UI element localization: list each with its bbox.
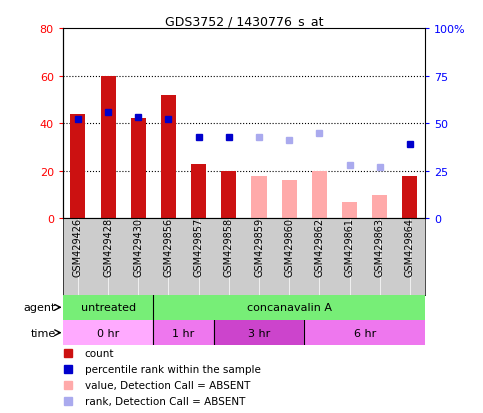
Text: percentile rank within the sample: percentile rank within the sample (85, 364, 260, 374)
Text: rank, Detection Call = ABSENT: rank, Detection Call = ABSENT (85, 396, 245, 406)
Bar (100, 76, 115, 219)
Bar (312, 171, 327, 219)
Bar (154, 320, 213, 346)
Bar (213, 320, 304, 346)
Text: time: time (30, 328, 56, 338)
Text: untreated: untreated (81, 303, 136, 313)
Text: 1 hr: 1 hr (172, 328, 195, 338)
Bar (402, 176, 417, 219)
Bar (282, 181, 297, 219)
Text: 3 hr: 3 hr (248, 328, 270, 338)
Bar (252, 176, 267, 219)
Text: 0 hr: 0 hr (97, 328, 119, 338)
Text: agent: agent (23, 303, 56, 313)
Text: count: count (85, 348, 114, 358)
Bar (71, 114, 85, 219)
Text: concanavalin A: concanavalin A (247, 303, 332, 313)
Title: GDS3752 / 1430776_s_at: GDS3752 / 1430776_s_at (165, 15, 323, 28)
Bar (63, 295, 154, 320)
Bar (342, 202, 357, 219)
Bar (131, 119, 146, 219)
Bar (221, 171, 236, 219)
Bar (304, 320, 425, 346)
Text: value, Detection Call = ABSENT: value, Detection Call = ABSENT (85, 380, 250, 390)
Bar (161, 95, 176, 219)
Bar (191, 164, 206, 219)
Text: 6 hr: 6 hr (354, 328, 376, 338)
Bar (63, 320, 154, 346)
Bar (372, 195, 387, 219)
Bar (154, 295, 425, 320)
